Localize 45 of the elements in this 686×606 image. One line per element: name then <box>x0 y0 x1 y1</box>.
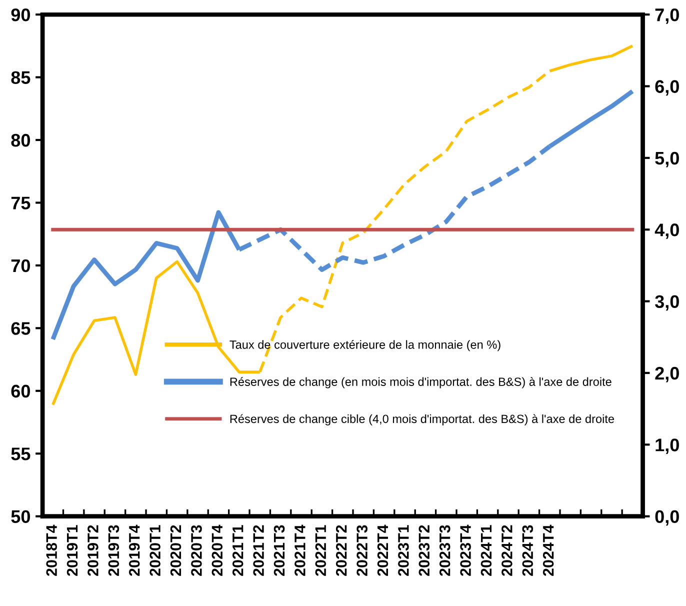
legend-label: Taux de couverture extérieure de la monnaie (en %) <box>230 340 500 352</box>
y-tick-label: 90 <box>11 8 30 22</box>
y2-tick-label: 6,0 <box>655 80 679 96</box>
y-tick-label: 85 <box>11 71 30 84</box>
x-tick-label: 2020T2 <box>170 525 182 576</box>
x-tick-label: 2023T3 <box>439 525 450 576</box>
y2-tick-label: 5,0 <box>655 152 679 168</box>
y2-tick-label: 3,0 <box>655 295 679 311</box>
x-tick-label: 2024T3 <box>522 525 534 576</box>
x-tick-label: 2019T4 <box>128 524 140 576</box>
x-tick-label: 2023T1 <box>398 525 409 576</box>
legend-label: Réserves de change (en mois mois d'importat. des B&S) à l'axe de droite <box>230 377 612 388</box>
x-tick-label: 2023T4 <box>460 524 471 576</box>
y2-tick-label: 0,0 <box>655 510 679 526</box>
y-tick-label: 60 <box>11 384 30 398</box>
y2-tick-label: 7,0 <box>655 8 679 24</box>
x-tick-label: 2021T3 <box>274 525 285 576</box>
y-tick-label: 80 <box>11 134 30 147</box>
y2-tick-label: 1,0 <box>656 438 679 454</box>
x-tick-label: 2019T3 <box>108 525 120 576</box>
x-tick-label: 2019T2 <box>88 525 98 576</box>
x-tick-label: 2020T1 <box>150 525 160 576</box>
x-tick-label: 2022T4 <box>377 524 388 576</box>
y2-tick-label: 2,0 <box>655 366 679 382</box>
y-tick-label: 50 <box>11 510 30 524</box>
x-tick-label: 2019T1 <box>66 525 78 576</box>
y-tick-label: 55 <box>11 448 30 460</box>
x-tick-label: 2024T2 <box>502 525 512 576</box>
y-tick-label: 65 <box>11 322 30 335</box>
x-tick-label: 2021T2 <box>253 525 264 576</box>
legend-label: Réserves de change cible (4,0 mois d'importat. des B&S) à l'axe de droite <box>230 414 614 426</box>
x-tick-label: 2024T1 <box>480 525 492 576</box>
x-tick-label: 2020T4 <box>212 524 223 576</box>
y2-tick-label: 4,0 <box>654 224 679 239</box>
x-tick-label: 2022T3 <box>356 525 368 576</box>
x-tick-label: 2022T1 <box>315 525 326 576</box>
x-tick-label: 2023T2 <box>418 525 430 576</box>
x-tick-label: 2018T4 <box>46 524 57 576</box>
y-tick-label: 75 <box>11 196 30 210</box>
x-tick-label: 2020T3 <box>191 525 202 576</box>
x-tick-label: 2021T1 <box>232 525 244 576</box>
x-tick-label: 2024T4 <box>542 524 554 576</box>
y-tick-label: 70 <box>11 259 30 272</box>
x-tick-label: 2022T2 <box>336 525 347 576</box>
x-tick-label: 2021T4 <box>294 524 306 576</box>
